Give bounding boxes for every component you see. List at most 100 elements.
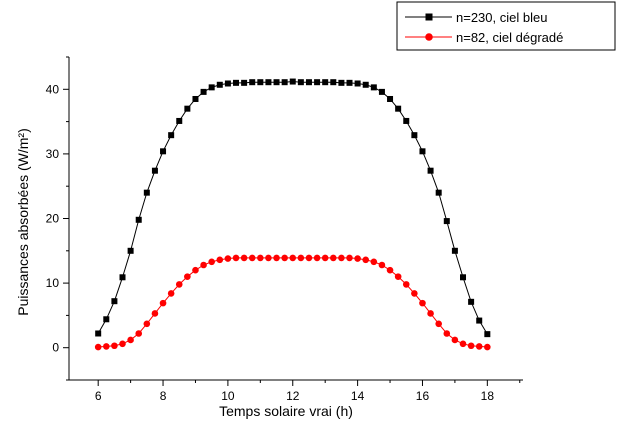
data-point [224, 255, 232, 262]
data-point [248, 254, 256, 262]
data-point [184, 273, 191, 280]
data-point [460, 274, 467, 281]
data-point [370, 84, 377, 91]
y-tick-label: 40 [46, 82, 60, 96]
data-point [127, 247, 134, 254]
data-point [297, 254, 305, 262]
data-point [102, 343, 110, 350]
data-point [273, 254, 280, 262]
data-point [208, 258, 215, 266]
data-point [386, 266, 394, 274]
data-point [305, 254, 313, 262]
series-line [97, 81, 488, 335]
legend-label: n=230, ciel bleu [456, 10, 547, 25]
data-point [241, 79, 248, 86]
data-point [233, 79, 240, 86]
data-point [208, 84, 215, 91]
data-point [216, 256, 224, 264]
x-tick-label: 14 [351, 389, 365, 403]
data-point [346, 79, 353, 86]
data-point [378, 88, 385, 95]
data-point [257, 254, 264, 262]
data-point [411, 290, 418, 297]
data-point [387, 95, 394, 102]
data-point [265, 254, 272, 262]
data-point [151, 310, 159, 317]
data-point [362, 81, 369, 88]
data-point [330, 79, 337, 86]
legend-marker [425, 13, 433, 21]
data-point [346, 254, 353, 262]
x-tick-label: 6 [95, 389, 102, 403]
x-tick-label: 12 [286, 389, 300, 403]
data-point [468, 298, 475, 305]
data-point [257, 79, 264, 86]
data-point [224, 80, 231, 87]
data-point [378, 261, 386, 269]
y-axis-title: Puissances absorbées (W/m²) [15, 128, 31, 316]
data-point [192, 266, 199, 274]
data-point [168, 132, 175, 139]
data-point [200, 88, 207, 95]
data-point [159, 299, 167, 307]
data-point [313, 254, 321, 262]
legend-label: n=82, ciel dégradé [456, 30, 563, 45]
data-point [119, 274, 126, 281]
data-point [143, 189, 150, 196]
data-point [443, 218, 450, 225]
series-2 [94, 254, 491, 351]
data-point [273, 79, 280, 86]
data-point [443, 330, 451, 337]
y-tick-label: 30 [46, 147, 60, 161]
series-1 [95, 78, 491, 338]
data-point [127, 336, 134, 344]
data-point [289, 254, 297, 262]
data-point [394, 273, 402, 280]
data-point [95, 330, 102, 337]
data-point [459, 340, 467, 348]
data-point [200, 261, 207, 269]
y-tick-label: 10 [46, 276, 60, 290]
data-point [281, 79, 288, 86]
data-point [135, 330, 143, 337]
data-point [232, 254, 240, 262]
data-point [249, 79, 256, 86]
data-point [216, 81, 223, 88]
data-point [119, 340, 126, 348]
data-point [322, 79, 329, 86]
data-point [281, 254, 288, 262]
data-point [427, 310, 434, 317]
data-point [484, 331, 491, 338]
data-point [451, 336, 459, 344]
data-point [435, 189, 442, 196]
data-point [451, 247, 458, 254]
legend-box [396, 1, 616, 51]
data-point [427, 167, 434, 174]
data-point [167, 290, 175, 297]
data-point [419, 148, 426, 155]
data-point [94, 343, 102, 351]
data-point [143, 320, 151, 328]
data-point [370, 258, 378, 266]
data-point [175, 281, 183, 288]
data-point [467, 342, 475, 350]
data-point [329, 254, 337, 262]
data-point [321, 254, 329, 262]
data-point [484, 343, 491, 351]
data-point [395, 105, 402, 112]
data-point [297, 79, 304, 86]
data-point [151, 167, 158, 174]
data-point [338, 79, 345, 86]
data-point [475, 343, 483, 350]
data-point [265, 79, 272, 86]
data-point [289, 78, 296, 85]
data-point [419, 299, 426, 307]
legend: n=230, ciel bleu n=82, ciel dégradé [396, 1, 616, 51]
data-point [362, 256, 370, 264]
data-point [103, 316, 110, 323]
data-point [403, 117, 410, 124]
data-point [240, 254, 248, 262]
series-line [98, 257, 488, 348]
data-point [135, 216, 142, 223]
